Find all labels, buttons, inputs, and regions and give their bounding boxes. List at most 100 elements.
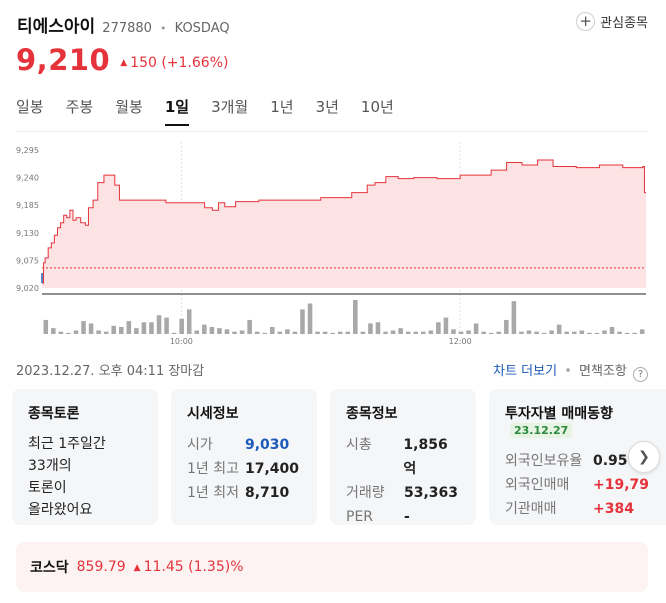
discussion-line: 최근 1주일간: [28, 436, 106, 452]
market-timestamp: 2023.12.27. 오후 04:11 장마감: [16, 364, 205, 379]
tab-7[interactable]: 10년: [360, 98, 394, 116]
discussion-text: 최근 1주일간 33개의 토론이 올라왔어요: [28, 433, 142, 521]
volume-bar: [360, 331, 366, 334]
volume-bar: [428, 330, 434, 334]
volume-bar: [315, 331, 320, 334]
row-label: 시가: [187, 437, 213, 453]
quote-row-open: 시가 9,030: [187, 433, 301, 457]
investor-date-badge: 23.12.27: [510, 423, 573, 438]
y-tick-label: 9,295: [16, 146, 39, 155]
volume-bar: [587, 332, 592, 334]
discussion-title: 종목토론: [28, 406, 80, 422]
stock-name: 티에스아이: [17, 17, 96, 37]
volume-bar: [58, 331, 64, 334]
volume-bar: [186, 309, 192, 334]
volume-bar: [383, 331, 388, 334]
disclaimer-link[interactable]: 면책조항: [579, 364, 627, 379]
volume-bar: [224, 329, 230, 334]
volume-bar: [375, 322, 381, 334]
separator-dot: •: [564, 364, 572, 379]
cards-next-button[interactable]: ❯: [628, 441, 660, 473]
y-tick-label: 9,240: [16, 174, 39, 183]
info-card[interactable]: 종목정보 시총 1,856억 거래량 53,363 PER -: [330, 389, 476, 525]
tab-4[interactable]: 3개월: [211, 98, 249, 116]
triangle-up-icon: ▲: [133, 563, 141, 573]
volume-bar: [209, 326, 215, 334]
y-tick-label: 9,020: [16, 284, 39, 293]
price-change: ▲ 150 (+1.66%): [120, 55, 228, 71]
volume-bar: [262, 332, 267, 334]
volume-bar: [51, 328, 56, 334]
volume-bar: [239, 330, 245, 334]
y-tick-label: 9,075: [16, 256, 39, 265]
chart-svg: 9,295 9,240 9,185 9,130 9,075 9,020 10:00 12:00…: [16, 142, 646, 346]
discussion-line: 올라왔어요: [28, 502, 93, 518]
row-value: 1,856억: [403, 437, 448, 477]
info-cards: 종목토론 최근 1주일간 33개의 토론이 올라왔어요 시세정보 시가 9,03…: [12, 389, 666, 525]
investor-row-institution: 기관매매 +384: [505, 497, 663, 521]
volume-bar: [232, 331, 237, 334]
tab-6[interactable]: 3년: [315, 98, 339, 116]
volume-bar: [398, 328, 403, 334]
row-label: 1년 최저: [187, 485, 239, 501]
discussion-line: 33개의: [28, 458, 72, 474]
volume-bar: [421, 331, 426, 334]
volume-bar: [156, 315, 162, 334]
period-tabs: 일봉 주봉 월봉 1일 3개월 1년 3년 10년: [16, 94, 416, 132]
discussion-line: 토론이: [28, 480, 67, 496]
volume-bar: [111, 325, 116, 334]
volume-bar: [73, 330, 79, 334]
y-tick-label: 9,130: [16, 229, 39, 238]
market-index-bar[interactable]: 코스닥 859.79 ▲ 11.45 (1.35)%: [16, 542, 648, 592]
info-row-volume: 거래량 53,363: [346, 481, 460, 505]
index-change-amount: 11.45: [143, 559, 184, 575]
volume-bar: [270, 326, 275, 334]
volume-bar: [300, 309, 305, 334]
volume-bar: [322, 331, 328, 334]
volume-bar: [337, 331, 343, 334]
volume-bar: [481, 331, 486, 334]
tab-3[interactable]: 1일: [164, 94, 190, 132]
volume-bar: [564, 331, 569, 334]
info-row-per: PER -: [346, 505, 460, 525]
investor-row-foreign: 외국인매매 +19,79: [505, 473, 663, 497]
volume-bar: [66, 332, 71, 334]
chart-footer: 2023.12.27. 오후 04:11 장마감 차트 더보기 • 면책조항 ?: [16, 360, 648, 382]
volume-bar: [254, 331, 260, 334]
tab-0[interactable]: 일봉: [16, 98, 44, 116]
intraday-chart[interactable]: 9,295 9,240 9,185 9,130 9,075 9,020 10:00 12:00…: [0, 132, 666, 347]
quote-card[interactable]: 시세정보 시가 9,030 1년 최고 17,400 1년 최저 8,710: [171, 389, 317, 525]
volume-bar: [541, 332, 547, 334]
chevron-right-icon: ❯: [638, 449, 650, 465]
chart-more-link[interactable]: 차트 더보기: [493, 364, 558, 379]
volume-bar: [473, 323, 479, 334]
volume-bar: [405, 331, 411, 334]
volume-bar: [639, 329, 645, 334]
volume-bar: [579, 330, 585, 334]
volume-bar: [602, 330, 607, 334]
volume-bar: [609, 326, 615, 334]
add-watchlist-button[interactable]: + 관심종목: [576, 12, 648, 31]
volume-bar: [496, 331, 502, 334]
tab-1[interactable]: 주봉: [65, 98, 94, 116]
volume-bar: [134, 328, 139, 334]
row-label: 1년 최고: [187, 461, 239, 477]
market-label: KOSDAQ: [174, 21, 230, 36]
volume-bar: [277, 331, 283, 334]
index-change-percent: (1.35)%: [188, 559, 244, 575]
discussion-card[interactable]: 종목토론 최근 1주일간 33개의 토론이 올라왔어요: [12, 389, 158, 525]
stock-code: 277880: [102, 21, 152, 36]
help-icon[interactable]: ?: [633, 367, 648, 382]
price-row: 9,210 ▲ 150 (+1.66%): [16, 40, 228, 80]
volume-bar: [390, 330, 396, 334]
volume-bar: [572, 331, 577, 334]
price-line: [42, 159, 646, 284]
info-row-marketcap: 시총 1,856억: [346, 433, 460, 481]
volume-bar: [247, 319, 252, 334]
volume-bar: [534, 331, 539, 334]
tab-2[interactable]: 월봉: [115, 98, 143, 116]
investor-title-text: 투자자별 매매동향: [505, 406, 613, 422]
tab-5[interactable]: 1년: [270, 98, 294, 116]
row-label: 외국인매매: [505, 477, 570, 493]
index-change: ▲ 11.45 (1.35)%: [134, 559, 244, 575]
